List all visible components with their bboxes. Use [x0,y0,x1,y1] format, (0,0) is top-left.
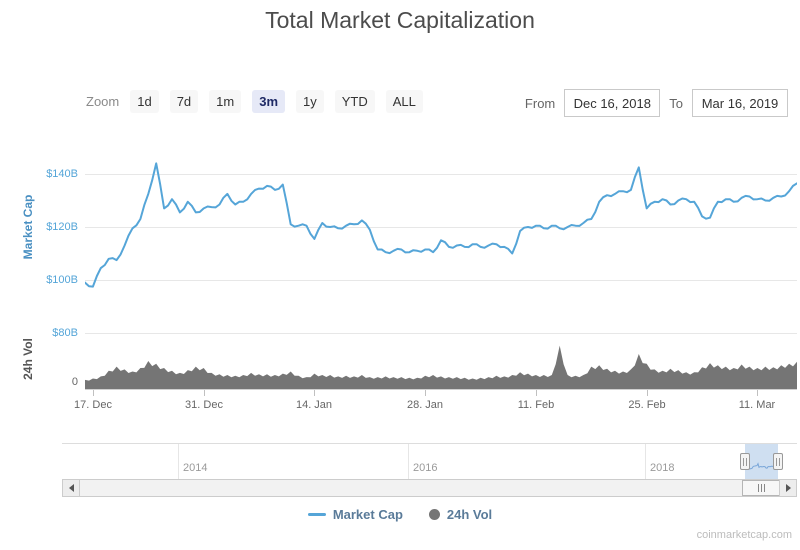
xtick-label-31-dec: 31. Dec [185,399,223,411]
ytick-140b: $140B [46,168,78,180]
zoom-button-1m[interactable]: 1m [209,90,242,113]
legend-item-24h-vol[interactable]: 24h Vol [428,507,493,522]
line-marker-icon [307,513,326,516]
market-cap-axis-title: Market Cap [21,194,35,260]
chart-legend: Market Cap 24h Vol [0,507,800,522]
legend-item-market-cap[interactable]: Market Cap [307,507,403,522]
gridline-120b [85,227,797,228]
zoom-button-3m[interactable]: 3m [252,90,286,113]
gridline-100b [85,280,797,281]
from-date-input[interactable] [564,89,661,117]
navigator-gridline [645,444,646,479]
from-label: From [524,95,556,111]
navigator-right-handle[interactable] [773,453,783,470]
scrollbar-left-arrow-button[interactable] [63,480,80,496]
scrollbar-right-arrow-button[interactable] [779,480,796,496]
navigator-gridline [178,444,179,479]
to-date-input[interactable] [692,89,788,117]
xtick-label-11-feb: 11. Feb [517,399,555,411]
ytick-0: 0 [71,376,78,388]
navigator-year-2018: 2018 [650,462,675,474]
zoom-button-ytd[interactable]: YTD [334,90,375,113]
navigator-gridline [408,444,409,479]
scrollbar-thumb[interactable] [742,480,780,496]
market-cap-line-series [85,162,797,288]
navigator-preview-line [745,462,778,470]
x-tick [536,390,537,396]
volume-plot-area[interactable] [85,331,797,390]
attribution-watermark: coinmarketcap.com [696,529,792,541]
circle-marker-icon [428,509,440,520]
xtick-label-11-mar: 11. Mar [738,399,776,411]
navigator-year-2016: 2016 [413,462,438,474]
x-tick [204,390,205,396]
navigator-selected-range[interactable] [745,444,778,479]
navigator-year-2014: 2014 [183,462,208,474]
scrollbar-track[interactable] [62,479,797,497]
xtick-label-17-dec: 17. Dec [74,399,112,411]
volume-area-series [85,345,797,389]
zoom-preset-toolbar: Zoom 1d 7d 1m 3m 1y YTD ALL [86,90,423,113]
navigator-left-handle[interactable] [740,453,750,470]
ytick-100b: $100B [46,274,78,286]
x-tick [93,390,94,396]
zoom-button-all[interactable]: ALL [385,90,423,113]
x-tick [757,390,758,396]
gridline-80b [85,333,797,334]
zoom-button-1y[interactable]: 1y [296,90,324,113]
volume-axis-title: 24h Vol [21,338,35,380]
x-tick [647,390,648,396]
market-cap-plot-area[interactable] [85,150,797,292]
to-label: To [669,95,683,111]
xtick-label-25-feb: 25. Feb [628,399,666,411]
navigator-band[interactable]: 2014 2016 2018 [62,443,797,479]
zoom-button-7d[interactable]: 7d [169,90,199,113]
x-tick [314,390,315,396]
gridline-140b [85,174,797,175]
page-title: Total Market Capitalization [265,7,535,33]
xtick-label-14-jan: 14. Jan [295,399,333,411]
ytick-120b: $120B [46,221,78,233]
ytick-80b: $80B [52,327,78,339]
zoom-button-1d[interactable]: 1d [130,90,159,113]
legend-label-market-cap: Market Cap [332,507,403,522]
x-axis-line [85,389,797,390]
zoom-label: Zoom [86,94,120,109]
xtick-label-28-jan: 28. Jan [406,399,444,411]
left-arrow-icon [65,484,74,492]
x-tick [425,390,426,396]
navigator-preview-chart [745,462,778,470]
legend-label-24h-vol: 24h Vol [446,507,493,522]
date-range-toolbar: From To [525,89,788,117]
right-arrow-icon [785,484,795,492]
